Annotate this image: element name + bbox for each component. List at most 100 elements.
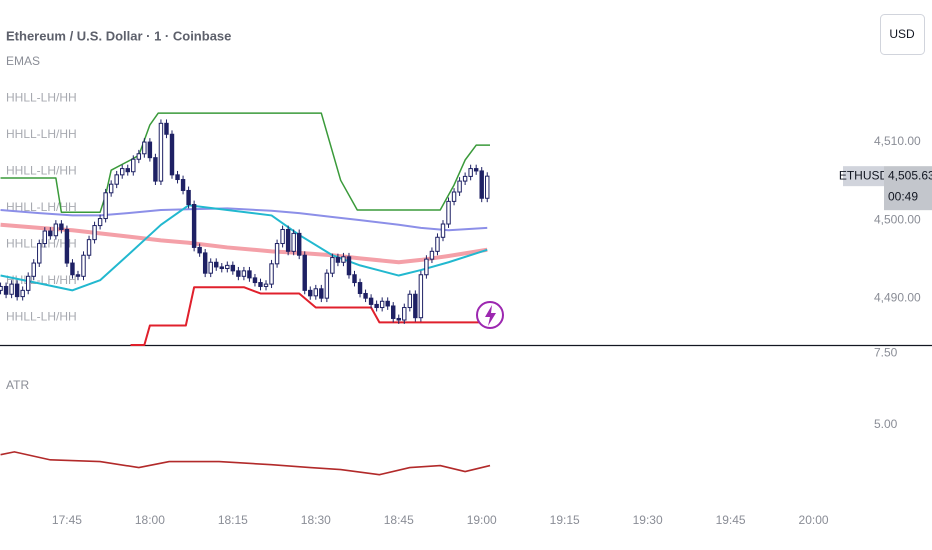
- legend-label: HHLL-LH/HH: [6, 164, 77, 178]
- candle: [274, 239, 280, 268]
- candle: [48, 227, 53, 240]
- candle-body: [75, 274, 81, 277]
- candle: [396, 314, 401, 324]
- candle-body: [485, 175, 490, 199]
- candle-body: [20, 289, 25, 298]
- candle: [64, 225, 70, 267]
- candle-body: [457, 180, 462, 193]
- candle-body: [158, 122, 164, 182]
- candle: [70, 259, 75, 279]
- x-tick-label: 19:30: [633, 513, 663, 527]
- candle-body: [418, 274, 424, 319]
- x-tick-label: 19:00: [467, 513, 497, 527]
- legend-label: EMAS: [6, 54, 40, 68]
- x-tick-label: 18:30: [301, 513, 331, 527]
- candle-body: [14, 283, 20, 298]
- x-tick-label: 18:45: [384, 513, 414, 527]
- legend-label: HHLL-LH/HH: [6, 273, 77, 287]
- candle-body: [175, 174, 180, 181]
- candle: [103, 188, 108, 223]
- candle-body: [202, 252, 208, 274]
- candle: [120, 164, 125, 179]
- candle-body: [208, 261, 213, 274]
- candle-body: [236, 270, 241, 277]
- candle: [225, 261, 230, 273]
- candle-body: [97, 218, 103, 227]
- candle: [97, 214, 103, 230]
- currency-label[interactable]: USD: [889, 27, 915, 41]
- candle: [263, 280, 269, 291]
- candle-body: [374, 303, 379, 309]
- candle-body: [153, 157, 158, 182]
- y-tick-label: 5.00: [874, 417, 898, 431]
- candle: [164, 119, 169, 139]
- candle: [86, 235, 92, 260]
- indicator-line: [0, 204, 488, 292]
- candle-body: [42, 230, 48, 245]
- candle: [379, 297, 385, 312]
- candle: [313, 284, 319, 300]
- candle: [37, 239, 42, 267]
- candle-body: [25, 275, 31, 291]
- candle-body: [413, 293, 418, 319]
- candle-body: [147, 141, 153, 159]
- candle-body: [402, 307, 407, 321]
- candle-body: [9, 283, 14, 295]
- symbol-label: ETHUSD: [839, 168, 889, 182]
- candle: [346, 252, 352, 279]
- candle: [352, 270, 357, 287]
- indicator-line: [0, 222, 488, 265]
- candle: [9, 280, 14, 299]
- alert-icon[interactable]: [476, 301, 504, 329]
- candle: [180, 175, 186, 195]
- candle-body: [136, 153, 142, 160]
- candle: [175, 170, 180, 184]
- candle: [92, 221, 97, 244]
- y-tick-label: 7.50: [874, 346, 898, 360]
- indicator-line: [130, 286, 491, 346]
- x-tick-label: 19:45: [716, 513, 746, 527]
- candle-body: [197, 246, 202, 254]
- candle-body: [330, 257, 335, 274]
- candle-body: [219, 266, 224, 270]
- candle-body: [131, 158, 136, 173]
- candle: [81, 251, 86, 281]
- candle: [341, 252, 346, 267]
- alert-bolt[interactable]: [485, 305, 496, 326]
- candle-body: [59, 223, 64, 230]
- candle: [14, 280, 20, 301]
- candle: [435, 233, 440, 256]
- candle-body: [37, 243, 42, 264]
- candle: [363, 289, 368, 303]
- y-tick-label: 4,510.00: [874, 134, 921, 148]
- candle: [252, 273, 258, 287]
- candle-body: [81, 254, 86, 277]
- candle: [308, 286, 313, 300]
- candle: [147, 138, 153, 162]
- candle: [186, 186, 191, 209]
- candle-body: [214, 261, 219, 268]
- candle: [391, 302, 396, 323]
- candle: [114, 170, 119, 189]
- y-tick-label: 4,490.00: [874, 290, 921, 304]
- candle: [153, 153, 158, 185]
- candle: [236, 266, 241, 281]
- candle-body: [3, 285, 9, 295]
- pane-title: ATR: [6, 378, 29, 392]
- candle-body: [269, 263, 274, 285]
- candle: [20, 286, 25, 301]
- countdown-label: 00:49: [888, 189, 918, 203]
- candle-body: [247, 270, 252, 279]
- candle-body: [0, 285, 3, 291]
- candle: [368, 294, 374, 309]
- candle-body: [479, 170, 484, 199]
- candle-body: [352, 274, 357, 284]
- candle-body: [191, 204, 197, 248]
- candle-body: [48, 230, 53, 237]
- currency-button[interactable]: [880, 14, 925, 55]
- candle-body: [424, 258, 429, 276]
- candle: [462, 172, 468, 185]
- candle-body: [363, 292, 368, 299]
- candle-body: [440, 223, 446, 238]
- candle-body: [263, 283, 269, 287]
